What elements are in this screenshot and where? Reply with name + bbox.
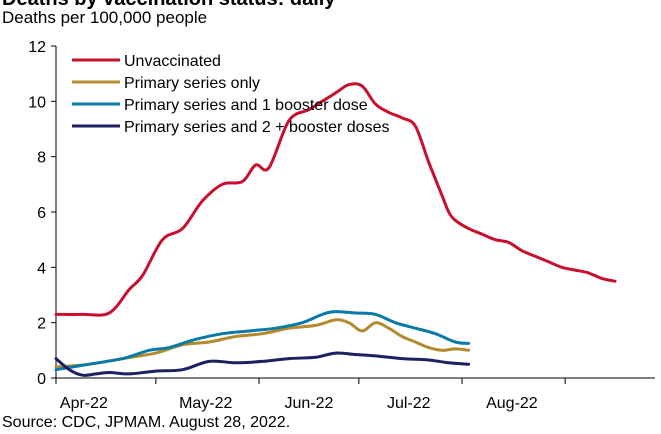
x-tick-label: Aug-22	[486, 395, 538, 412]
x-tick-label: Jun-22	[284, 395, 333, 412]
x-tick-label: Apr-22	[60, 395, 108, 412]
legend-label-1: Unvaccinated	[124, 53, 221, 70]
chart-subtitle: Deaths per 100,000 people	[2, 8, 208, 27]
series-line-1	[54, 82, 617, 317]
y-tick-label: 4	[37, 260, 46, 277]
legend-label-3: Primary series and 1 booster dose	[124, 97, 368, 114]
y-tick-label: 2	[37, 316, 46, 333]
x-tick-label: Jul-22	[387, 395, 431, 412]
y-tick-label: 12	[28, 39, 46, 56]
series-line-4	[54, 351, 471, 377]
series-line-3	[54, 310, 471, 372]
chart-title: Deaths by vaccination status: daily	[2, 0, 335, 11]
y-tick-label: 10	[28, 94, 46, 111]
y-tick-label: 6	[37, 205, 46, 222]
series-line-2	[54, 318, 471, 369]
legend-label-4: Primary series and 2 + booster doses	[124, 119, 389, 136]
legend-label-2: Primary series only	[124, 75, 260, 92]
y-tick-label: 0	[37, 371, 46, 388]
x-tick-label: May-22	[179, 395, 232, 412]
source-note: Source: CDC, JPMAM. August 28, 2022.	[2, 414, 291, 431]
y-tick-label: 8	[37, 150, 46, 167]
